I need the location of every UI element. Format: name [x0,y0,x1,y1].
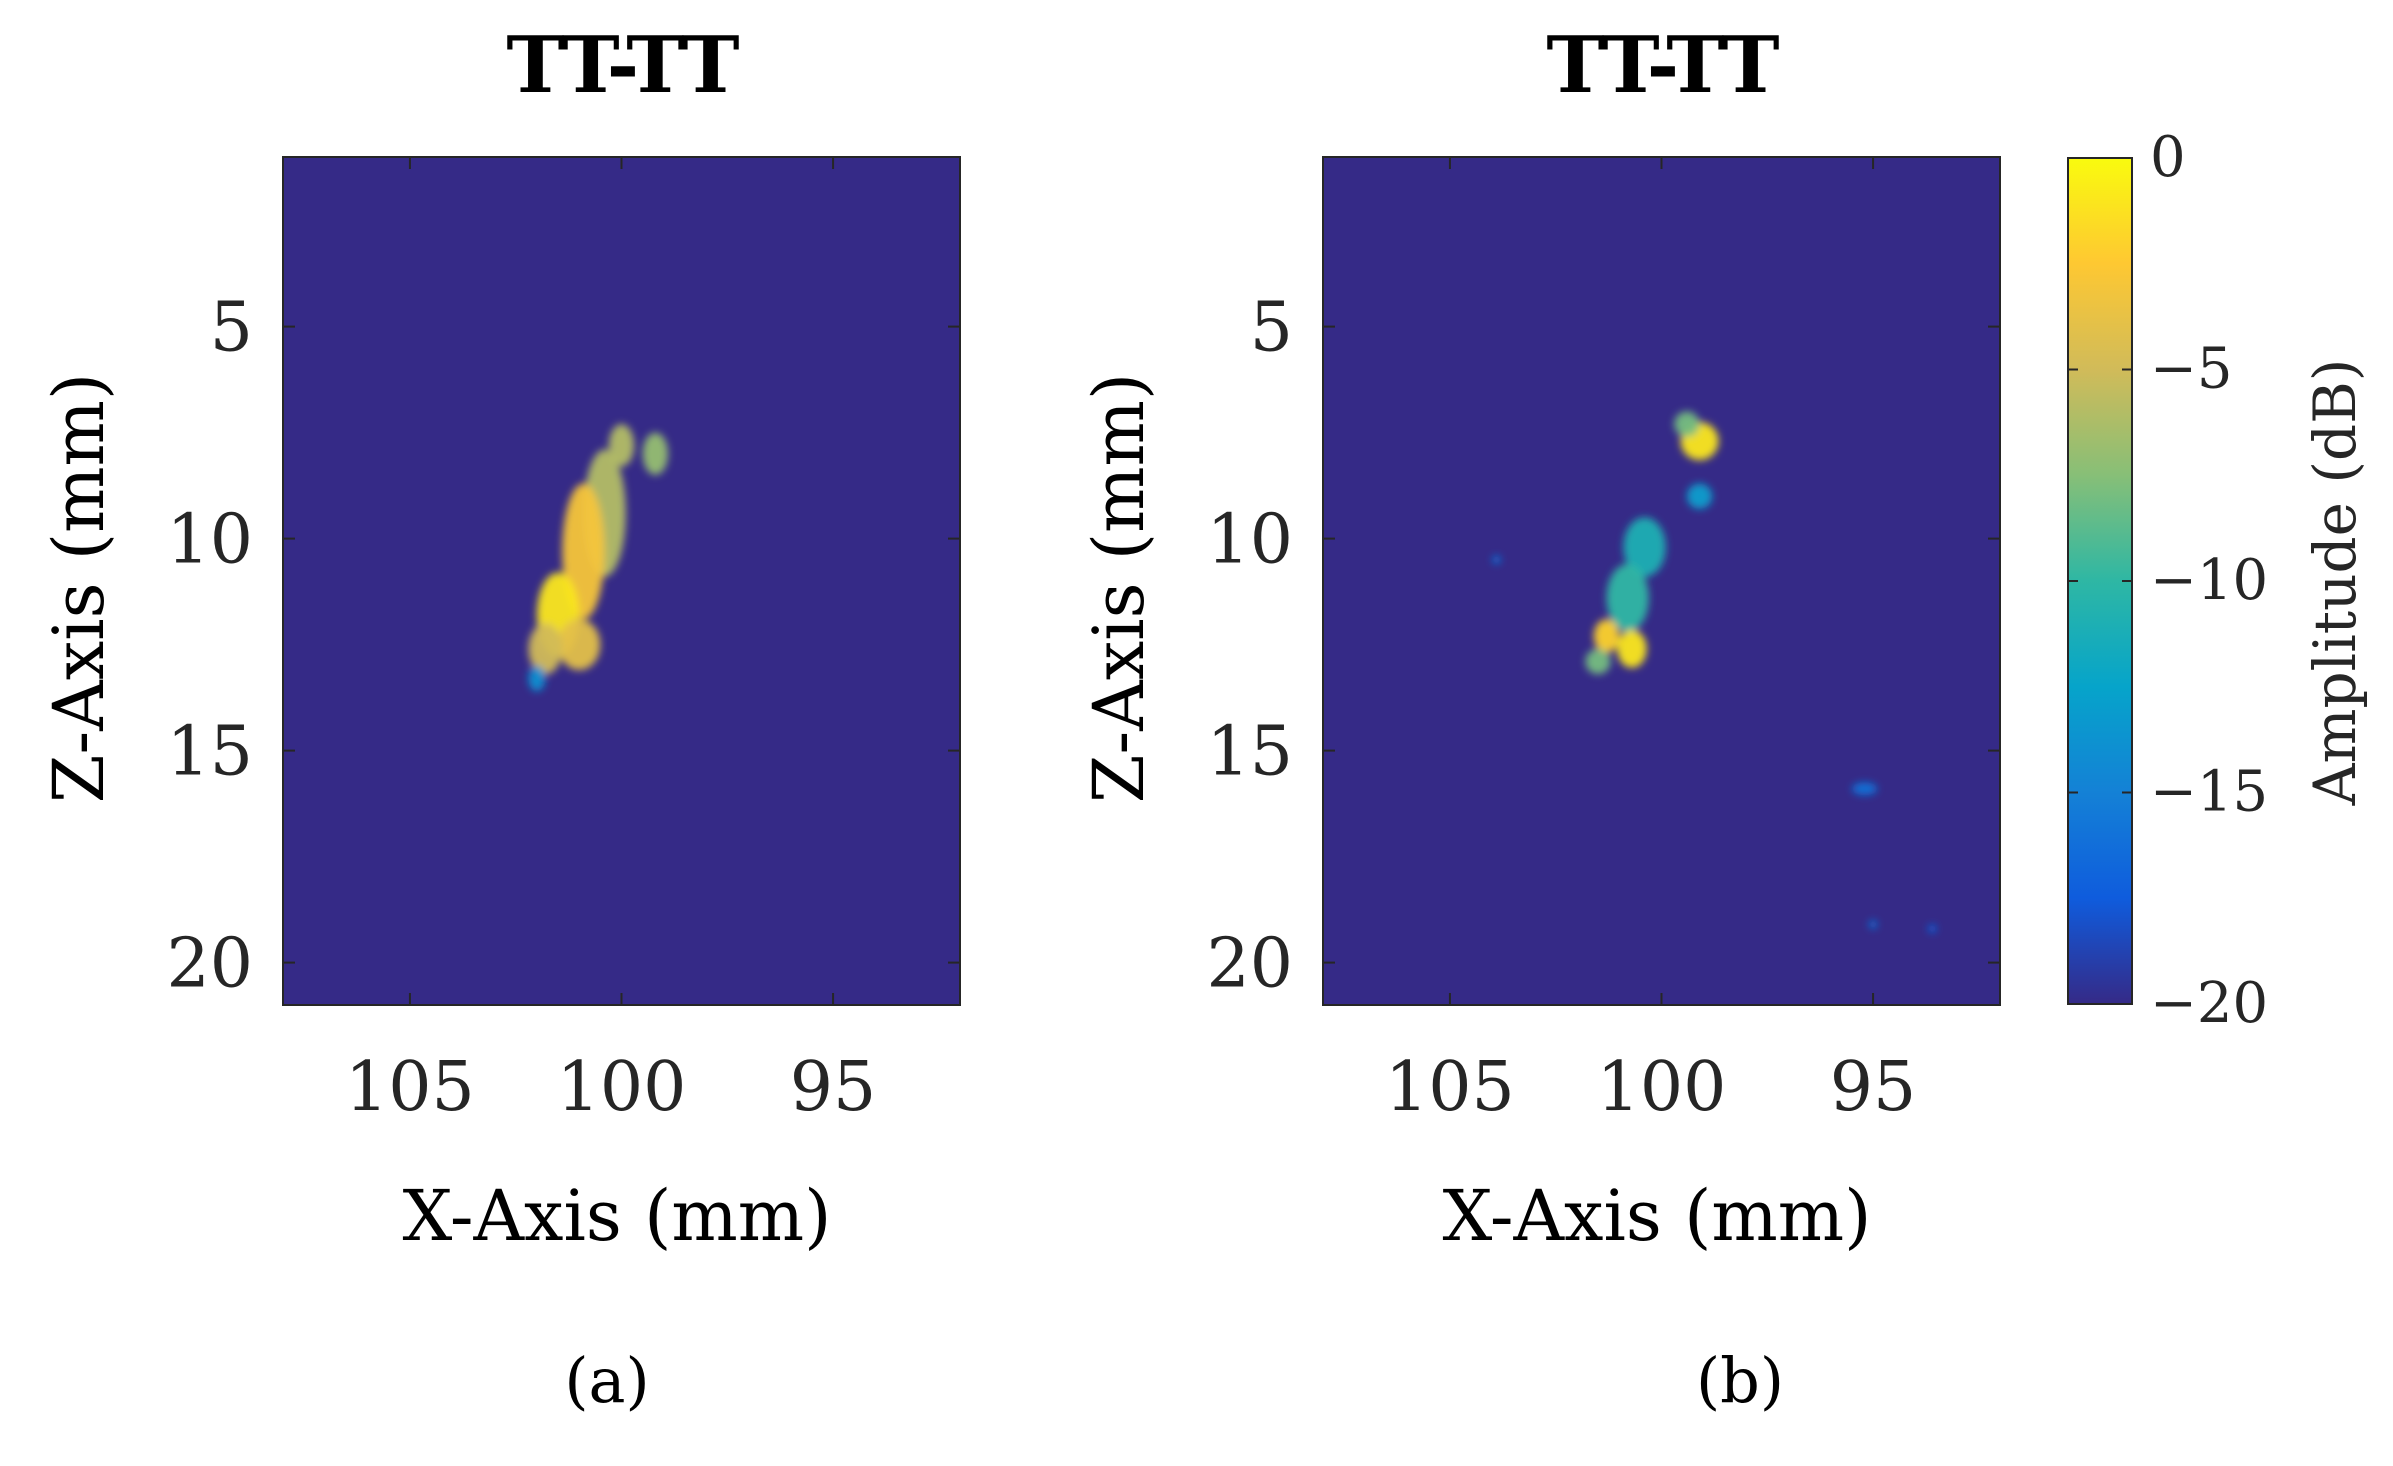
panel-b-intensity-blob [1868,920,1878,929]
panel-a-y-tick-label: 15 [166,713,253,792]
panel-a-intensity-blob [642,432,669,475]
panel-b-plot-area [1322,156,2001,1006]
panel-b-y-tick-label: 20 [1206,925,1293,1004]
panel-b-x-tick-label: 100 [1597,1048,1727,1127]
panel-a-x-tick-label: 105 [345,1048,475,1127]
colorbar-label: Amplitude (dB) [2301,359,2369,807]
panel-b-y-tick-label: 15 [1206,713,1293,792]
panel-a-intensity-blob [528,623,563,675]
panel-a-intensity-blob [558,619,601,671]
panel-a-y-tick-label: 5 [210,289,253,368]
panel-b-x-tick-label: 105 [1385,1048,1515,1127]
panel-b-intensity-blob [1492,555,1501,565]
panel-b-intensity-blob [1928,924,1937,933]
panel-b-y-tick-label: 10 [1206,501,1293,580]
colorbar: 0 −5 −10 −15 −20 Amplitude (dB) [2067,125,2369,1036]
panel-b-x-tick-label: 95 [1830,1048,1917,1127]
colorbar-tick-label: 0 [2150,125,2186,190]
panel-b-intensity-blob [1585,648,1611,675]
panel-b-background [1323,157,2000,1005]
panel-b-x-ticks: 105 100 95 [1385,157,1916,1127]
panel-b-caption: (b) [1696,1344,1784,1417]
panel-a-x-tick-label: 100 [557,1048,687,1127]
panel-a-y-tick-label: 20 [166,925,253,1004]
panel-b-intensity-blob [1606,564,1649,632]
panel-b-intensity-blobs [1492,411,1937,933]
panel-a: TT-TT 5 10 15 20 105 100 95 Z-Axis (mm) X-Axi… [38,20,961,1417]
panel-a-caption: (a) [564,1344,649,1417]
colorbar-tick-label: −5 [2150,337,2233,402]
panel-b-intensity-blob [1593,619,1620,654]
panel-a-intensity-blob [528,665,546,692]
colorbar-ticks: 0 −5 −10 −15 −20 [2068,125,2268,1036]
panel-b-x-axis-label: X-Axis (mm) [1443,1175,1872,1257]
panel-b-intensity-blob [1851,782,1878,796]
panel-b: TT-TT 5 10 15 20 105 100 95 Z-Axis (mm) X-Axi… [1078,20,2001,1417]
panel-b-y-ticks: 5 10 15 20 [1206,289,2000,1004]
panel-a-plot-area [282,156,961,1006]
panel-b-intensity-blob [1686,483,1713,509]
panel-a-x-tick-label: 95 [790,1048,877,1127]
panel-a-intensity-blob [608,424,635,467]
panel-b-intensity-blob [1623,517,1666,577]
panel-b-intensity-blob [1617,629,1647,668]
colorbar-tick-label: −20 [2150,971,2268,1036]
panel-b-y-tick-label: 5 [1250,289,1293,368]
panel-b-title: TT-TT [1546,20,1779,111]
panel-a-x-axis-label: X-Axis (mm) [403,1175,832,1257]
panel-b-intensity-blob [1674,411,1700,437]
panel-a-intensity-blobs [528,424,669,692]
panel-a-x-ticks: 105 100 95 [345,157,876,1127]
panel-a-y-axis-label: Z-Axis (mm) [38,373,120,803]
colorbar-tick-label: −10 [2150,548,2268,613]
panel-b-y-axis-label: Z-Axis (mm) [1078,373,1160,803]
panel-a-y-tick-label: 10 [166,501,253,580]
panel-a-background [283,157,960,1005]
panel-a-y-ticks: 5 10 15 20 [166,289,960,1004]
colorbar-tick-label: −15 [2150,760,2268,825]
panel-a-title: TT-TT [506,20,739,111]
